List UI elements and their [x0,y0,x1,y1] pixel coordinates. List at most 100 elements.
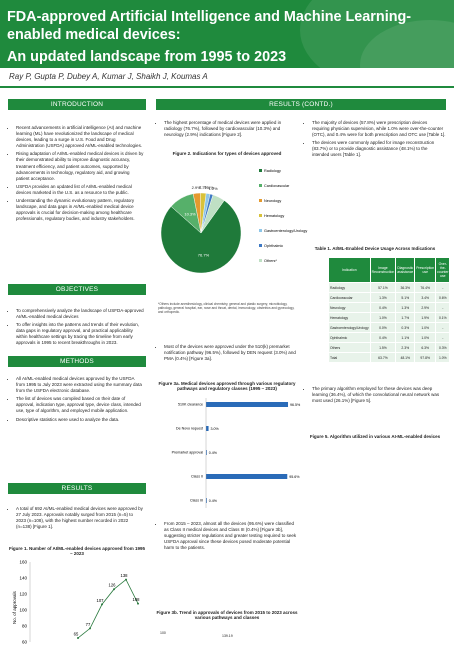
figure3a-value-label: 96.5% [290,403,301,407]
table1-caption: Table 1. AI/ML-Enabled Device Usage Acro… [314,246,436,251]
table-cell: 0.4% [369,332,397,343]
figure3a-bar-label: Class II [191,475,203,479]
list-item: All AI/ML-enabled medical devices approv… [16,376,144,394]
list-item: The primary algorithm employed for these… [312,386,446,404]
list-item: To comprehensively analyze the landscape… [16,308,144,320]
figure2-slice-label: 2.3% [199,185,209,190]
figure3b-value: 139.19 [222,634,233,638]
figure1-point [89,627,91,630]
table-header: Diagnostic assistance [395,257,416,283]
table-cell: 0.3% [435,342,451,353]
table-cell: 97.8% [414,352,437,363]
table-cell: 0.6% [435,292,451,303]
figure2-legend-label: Others* [264,259,277,263]
figure2-legend-swatch [259,244,262,247]
figure3a-caption: Figure 3a. Medical devices approved thro… [158,381,296,391]
table-cell: 48.1% [395,352,416,363]
table-cell: 2.9% [414,302,437,313]
figure3a-bar [206,402,289,407]
authors: Ray P, Gupta P, Dubey A, Kumar J, Shaikh… [9,72,208,81]
banner-decoration [300,0,454,68]
results-contd-col2-1: The highest percentage of medical device… [156,120,298,140]
objectives-heading: OBJECTIVES [8,284,146,295]
figure2-legend-label: Neurology [264,199,281,203]
figure2-legend-swatch [259,214,262,217]
list-item: USFDA provides an updated list of AI/ML-… [16,184,144,196]
title-line-1: FDA-approved Artificial Intelligence and… [7,9,412,43]
table-cell: 0.3% [395,322,416,333]
figure2-slice [200,194,225,234]
table-cell: 5.1% [395,292,416,303]
table-cell: - [435,282,451,293]
figure1-ytick: 120 [19,592,27,597]
figure2-chart: 76.7% 10.3% 2.9%2.3%1.6%1.2% Radiology Card… [160,169,307,274]
table-cell: Cardiovascular [328,292,371,303]
figure1-ylabel: No. of approvals [12,590,17,624]
figure1-data-label: 138 [121,573,129,578]
list-item: The highest percentage of medical device… [164,120,298,138]
figure2-slice-label: 10.3% [184,211,196,216]
table-header: Over-the-counter use [435,257,451,283]
table-cell: 76.4% [414,282,437,293]
figure1-data-label: 126 [109,583,117,588]
figure3b-caption: Figure 3b. Trend in approvals of devices… [156,610,298,620]
figure2-slice-label: 1.2% [209,186,219,191]
table-row: Total 63.7% 48.1% 97.8% 1.0% [328,352,451,363]
figure5-caption: Figure 5. Algorithm utilized in various … [309,434,441,439]
figure2-caption: Figure 2. Indications for types of devic… [172,151,282,156]
figure2-legend-label: Hematology [264,214,284,218]
methods-heading: METHODS [8,356,146,367]
figure3a-bar-label: De Novo request [176,427,203,431]
table-row: Cardiovascular 1.3% 5.1% 3.4% 0.6% [328,292,451,303]
table-cell: 2.3% [395,342,416,353]
table-cell: Gastroenterology/Urology [328,322,371,333]
poster-title: FDA-approved Artificial Intelligence and… [7,8,453,66]
objectives-body: To comprehensively analyze the landscape… [8,308,144,349]
table-cell: 1.0% [414,322,437,333]
table-cell: 1.7% [395,312,416,323]
figure3a-bar [206,498,207,503]
figure3a-bar [206,426,209,431]
figure1-point [77,637,79,639]
figure2-legend-swatch [259,169,262,172]
usage-table: Indication Image Reconstruction Diagnost… [328,257,451,363]
methods-body: All AI/ML-enabled medical devices approv… [8,376,144,425]
figure2-legend-label: Cardiovascular [264,184,290,188]
table-cell: 1.3% [369,292,397,303]
table-cell: 57.1% [369,282,397,293]
figure2-slice [160,200,242,274]
figure3a-bar-label: Premarket approval [172,451,204,455]
list-item: Recent advancements in artificial intell… [16,125,144,149]
table-header-row: Indication Image Reconstruction Diagnost… [328,257,451,283]
table-row: Neurology 0.4% 1.3% 2.9% - [328,302,451,313]
table-cell: 1.9% [414,312,437,323]
figure2-legend-swatch [259,199,262,202]
figure2-slice-label: 2.9% [192,185,202,190]
table-row: Ophthalmic 0.4% 1.1% 1.0% - [328,332,451,343]
table-cell: - [435,322,451,333]
list-item: A total of 692 AI/ML-enabled medical dev… [16,506,144,530]
table-cell: 0.0% [369,322,397,333]
figure1-point [101,603,103,606]
table-cell: 36.3% [395,282,416,293]
list-item: To offer insights into the patterns and … [16,322,144,346]
table-cell: 3.4% [414,292,437,303]
introduction-heading: INTRODUCTION [8,99,146,110]
table-cell: 1.0% [414,332,437,343]
table-cell: 1.5% [369,342,397,353]
table-header: Indication [328,257,371,283]
figure3a-bar [206,450,207,455]
results-contd-col3-1: The majority of devices (57.8%) were pre… [304,120,446,161]
results-contd-col3-3: The primary algorithm employed for these… [304,386,446,406]
list-item: From 2015 – 2023, almost all the devices… [164,521,298,551]
list-item: The devices were commonly applied for im… [312,140,446,158]
figure1-series-line [77,578,139,639]
results-contd-col2-2: Most of the devices were approved under … [156,344,298,364]
figure3a-bar [206,474,288,479]
figure2-slice-label: 1.6% [205,185,215,190]
table-cell: Others [328,342,371,353]
list-item: The list of devices was compiled based o… [16,396,144,414]
figure2-legend-swatch [259,229,262,232]
figure2-legend-label: Radiology [264,169,281,173]
figure1-data-label: 107 [97,598,105,603]
